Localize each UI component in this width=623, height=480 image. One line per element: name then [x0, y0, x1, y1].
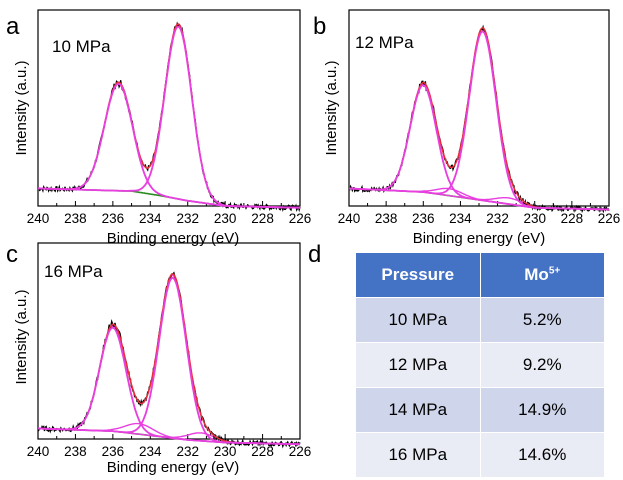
- x-tick-label: 232: [176, 211, 199, 226]
- panel-letter-a: a: [6, 13, 20, 40]
- table-row: 12 MPa 9.2%: [356, 342, 604, 388]
- table-row: 10 MPa 5.2%: [356, 297, 604, 343]
- table-header-row: Pressure Mo5+: [356, 253, 604, 298]
- condition-label-b: 12 MPa: [355, 33, 414, 52]
- header-mo-charge: 5+: [548, 265, 561, 277]
- xps-panel-b: b 12 MPa Intensity (a.u.) Binding energy…: [313, 9, 621, 247]
- x-tick-label: 230: [214, 211, 237, 226]
- x-tick-label: 226: [289, 211, 312, 226]
- mo5-fraction-table: Pressure Mo5+ 10 MPa 5.2% 12 MPa 9.2% 14…: [356, 253, 604, 477]
- fit-peak-curve: [38, 274, 301, 445]
- table-cell-mo5: 14.9%: [479, 387, 604, 433]
- panel-letter-d: d: [308, 241, 321, 268]
- x-tick-label: 228: [251, 211, 274, 226]
- x-axis-title-c: Binding energy (eV): [107, 459, 240, 476]
- x-axis-title-a: Binding energy (eV): [107, 230, 240, 247]
- x-tick-label: 238: [375, 211, 398, 226]
- y-axis-title-a: Intensity (a.u.): [13, 60, 30, 155]
- x-tick-label: 240: [338, 211, 361, 226]
- x-tick-label: 228: [251, 444, 274, 459]
- table-cell-mo5: 5.2%: [479, 297, 604, 343]
- fit-envelope-curve: [38, 273, 300, 445]
- y-axis-title-b: Intensity (a.u.): [323, 60, 340, 155]
- x-tick-label: 232: [486, 211, 509, 226]
- xps-panel-a: a 10 MPa Intensity (a.u.) Binding energy…: [6, 9, 312, 247]
- table-cell-pressure: 16 MPa: [356, 432, 480, 477]
- x-tick-label: 226: [289, 444, 312, 459]
- panel-letter-b: b: [313, 13, 326, 40]
- x-tick-label: 240: [27, 211, 50, 226]
- raw-spectrum-curve: [348, 24, 610, 214]
- header-pressure: Pressure: [356, 253, 480, 298]
- table-row: 16 MPa 14.6%: [356, 432, 604, 477]
- x-tick-label: 234: [139, 444, 162, 459]
- x-axis-title-b: Binding energy (eV): [413, 230, 546, 247]
- x-tick-label: 240: [27, 444, 50, 459]
- table-cell-pressure: 12 MPa: [356, 342, 480, 388]
- main-peak-curve: [38, 326, 301, 446]
- x-tick-label: 238: [64, 444, 87, 459]
- table-row: 14 MPa 14.9%: [356, 387, 604, 433]
- x-tick-label: 238: [64, 211, 87, 226]
- x-tick-label: 228: [561, 211, 584, 226]
- x-tick-label: 226: [598, 211, 621, 226]
- condition-label-a: 10 MPa: [52, 37, 111, 56]
- table-cell-pressure: 10 MPa: [356, 297, 480, 343]
- table-cell-mo5: 14.6%: [479, 432, 604, 477]
- main-peak-curve: [349, 30, 609, 211]
- header-mo-label: Mo: [524, 265, 549, 284]
- x-tick-label: 234: [139, 211, 162, 226]
- x-tick-label: 232: [176, 444, 199, 459]
- y-axis-title-c: Intensity (a.u.): [13, 289, 30, 384]
- fit-envelope-curve: [349, 27, 609, 211]
- x-tick-label: 236: [102, 211, 125, 226]
- main-peak-curve: [38, 277, 301, 446]
- fit-peak-curve: [349, 28, 609, 211]
- raw-spectrum-curve: [37, 271, 301, 449]
- header-mo5: Mo5+: [479, 253, 604, 298]
- xps-panel-c: c 16 MPa Intensity (a.u.) Binding energy…: [6, 241, 311, 476]
- x-tick-label: 230: [523, 211, 546, 226]
- x-tick-label: 236: [102, 444, 125, 459]
- table-cell-mo5: 9.2%: [479, 342, 604, 388]
- condition-label-c: 16 MPa: [44, 262, 103, 281]
- main-peak-curve: [38, 25, 301, 209]
- table-cell-pressure: 14 MPa: [356, 387, 480, 433]
- x-tick-label: 230: [214, 444, 237, 459]
- x-tick-label: 236: [412, 211, 435, 226]
- x-tick-label: 234: [449, 211, 472, 226]
- panel-letter-c: c: [6, 241, 18, 268]
